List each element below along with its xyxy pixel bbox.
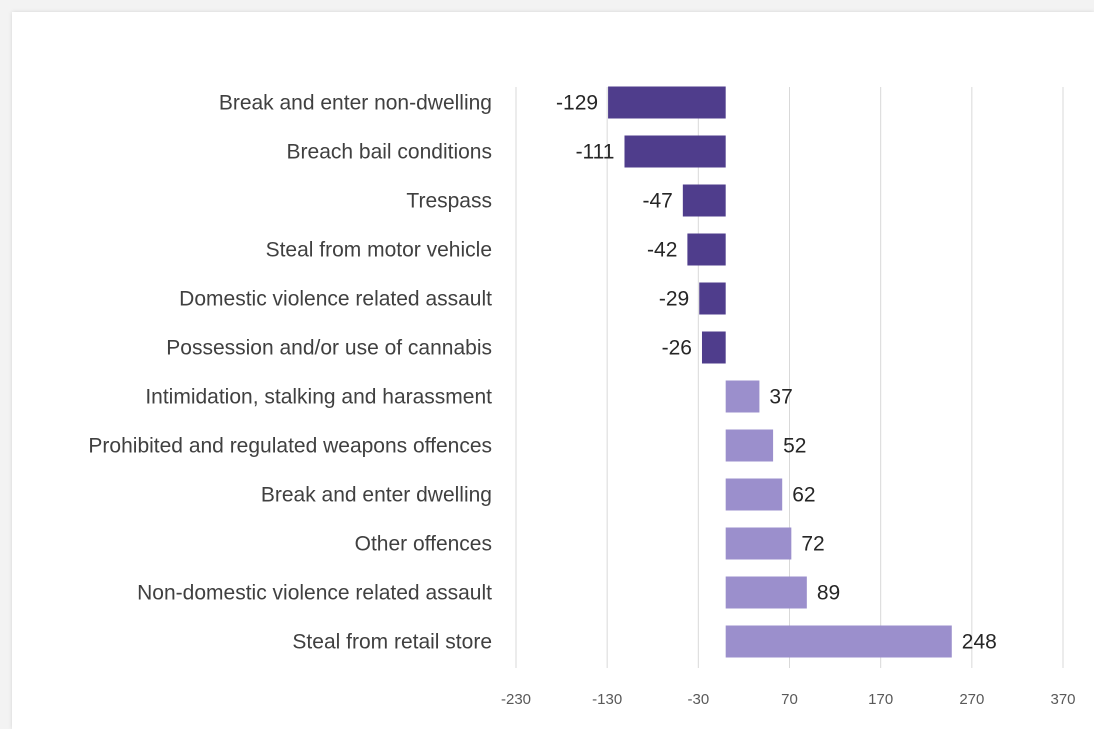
data-label: 248: [962, 631, 997, 654]
bar: [725, 380, 760, 413]
bar: [725, 429, 774, 462]
bar: [701, 331, 726, 364]
category-label: Steal from motor vehicle: [266, 239, 492, 262]
bar: [725, 625, 952, 658]
data-label: -111: [576, 141, 615, 164]
category-label: Intimidation, stalking and harassment: [145, 386, 492, 409]
bar: [725, 527, 792, 560]
category-label: Non-domestic violence related assault: [137, 582, 492, 605]
data-label: 52: [783, 435, 806, 458]
data-label: 37: [769, 386, 792, 409]
bar: [699, 282, 726, 315]
data-label: -129: [556, 92, 598, 115]
data-label: -29: [659, 288, 689, 311]
category-label: Steal from retail store: [292, 631, 492, 654]
data-label: -42: [647, 239, 677, 262]
bar: [725, 478, 783, 511]
bar: [682, 184, 726, 217]
bar: [624, 135, 726, 168]
x-tick-label: 70: [781, 691, 798, 708]
chart-card: -230 -130 -30 70 170 270 370 Break and enter no…: [12, 12, 1094, 729]
category-label: Break and enter dwelling: [261, 484, 492, 507]
x-tick-label: 170: [868, 691, 893, 708]
data-label: -47: [642, 190, 672, 213]
bar: [608, 86, 726, 119]
category-label: Domestic violence related assault: [179, 288, 492, 311]
x-tick-label: 370: [1050, 691, 1075, 708]
category-label: Trespass: [406, 190, 492, 213]
x-tick-label: -230: [501, 691, 531, 708]
category-label: Breach bail conditions: [287, 141, 492, 164]
x-tick-label: -30: [687, 691, 709, 708]
bar-chart: -230 -130 -30 70 170 270 370 Break and enter no…: [88, 86, 1076, 708]
category-label: Prohibited and regulated weapons offence…: [88, 435, 492, 458]
category-label: Break and enter non-dwelling: [219, 92, 492, 115]
x-tick-label: -130: [592, 691, 622, 708]
x-tick-label: 270: [959, 691, 984, 708]
category-label: Other offences: [355, 533, 492, 556]
data-label: 62: [792, 484, 815, 507]
category-label: Possession and/or use of cannabis: [166, 337, 492, 360]
data-label: 89: [817, 582, 840, 605]
bar: [725, 576, 807, 609]
data-label: 72: [801, 533, 824, 556]
data-label: -26: [662, 337, 692, 360]
bar: [687, 233, 726, 266]
